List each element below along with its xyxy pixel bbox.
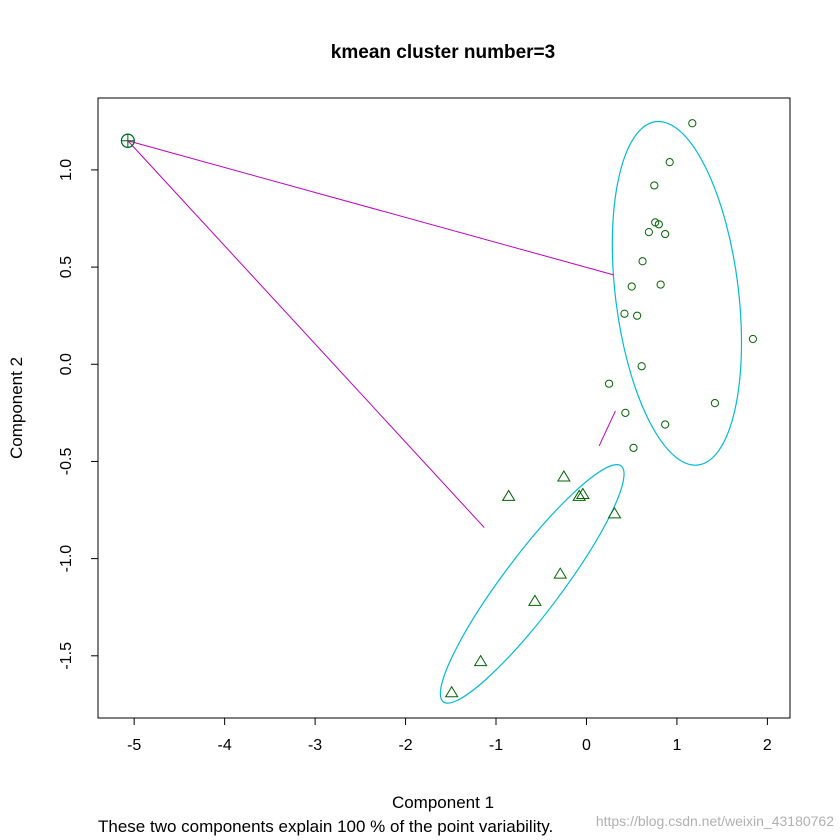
cluster-1-point-14	[637, 362, 646, 371]
cluster-1-point-1	[688, 119, 697, 128]
cluster-2-ellipse	[439, 464, 625, 704]
cluster-1-point-19	[629, 443, 638, 452]
watermark: https://blog.csdn.net/weixin_43180762	[596, 813, 834, 829]
cluster-1-point-5	[654, 220, 663, 229]
cluster-1-point-11	[620, 309, 629, 318]
cluster-1-point-3	[650, 181, 659, 190]
cluster-distance-line-1	[127, 140, 614, 276]
y-tick-label: 0.5	[58, 256, 75, 278]
x-tick-label: -4	[218, 737, 232, 754]
cluster-1-point-7	[661, 229, 670, 239]
cluster-1-point-15	[604, 379, 614, 388]
cluster-2-point-9	[444, 685, 459, 698]
cluster-1-point-8	[638, 257, 647, 266]
chart-subtitle: These two components explain 100 % of th…	[98, 817, 553, 836]
x-tick-label: 2	[763, 737, 772, 754]
cluster-1-point-10	[656, 280, 665, 289]
cluster-distance-line-3	[598, 410, 616, 447]
cluster-2-point-6	[553, 567, 568, 579]
ellipses-layer	[120, 120, 743, 704]
x-axis-label: Component 1	[392, 793, 494, 812]
y-tick-label: -1.0	[58, 545, 75, 573]
x-tick-label: -3	[308, 737, 322, 754]
x-tick-label: 1	[672, 737, 681, 754]
x-tick-label: -2	[398, 737, 412, 754]
x-axis: -5 -4 -3 -2 -1 0 1 2	[127, 718, 772, 754]
y-axis: -1.5 -1.0 -0.5 0.0 0.5 1.0	[58, 159, 98, 670]
cluster-2-point-4	[572, 489, 587, 501]
cluster-2-point-8	[473, 654, 488, 667]
cluster-2-point-1	[501, 489, 516, 501]
cluster-1-point-17	[710, 399, 720, 408]
cluster-2-point-7	[528, 594, 542, 606]
chart-title: kmean cluster number=3	[331, 42, 555, 63]
cluster-1-point-16	[621, 408, 630, 417]
cluster-1-point-12	[633, 311, 642, 320]
cluster-distance-line-2	[127, 140, 485, 528]
cluster-1-point-18	[661, 420, 670, 429]
cluster-2-point-3	[575, 487, 590, 499]
cluster-2-point-5	[607, 506, 622, 519]
y-tick-label: 0.0	[58, 353, 75, 375]
cluster-2-point-2	[556, 470, 571, 482]
cluster-1-point-13	[748, 334, 758, 344]
x-tick-label: -5	[127, 737, 141, 754]
y-axis-label: Component 2	[7, 357, 26, 459]
cluster-1-point-2	[665, 158, 674, 167]
connecting-lines-layer	[127, 140, 616, 528]
cluster-1-point-9	[627, 282, 636, 291]
cluster-3-point-1	[120, 133, 135, 148]
cluster-1-ellipse	[611, 120, 743, 466]
plot-frame	[97, 97, 791, 719]
y-tick-label: -0.5	[58, 448, 75, 476]
y-tick-label: 1.0	[58, 159, 75, 181]
cluster-1-point-6	[644, 228, 653, 237]
x-tick-label: 0	[582, 737, 591, 754]
x-tick-label: -1	[489, 737, 503, 754]
points-layer	[120, 119, 758, 698]
y-tick-label: -1.5	[58, 642, 75, 670]
